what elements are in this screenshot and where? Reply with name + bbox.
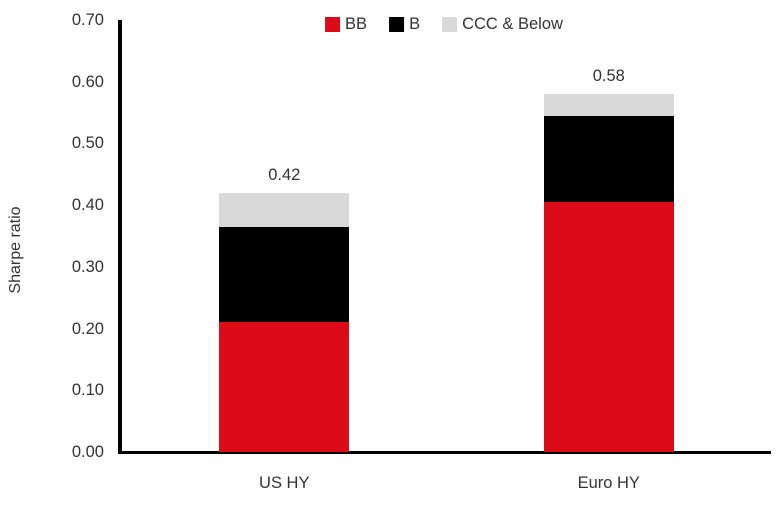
y-tick-label-0.00: 0.00 — [71, 443, 104, 461]
bar-segment-euro-hy-ccc-below — [543, 94, 674, 116]
y-tick-label-0.70: 0.70 — [71, 11, 104, 29]
x-axis-line — [118, 451, 771, 454]
y-tick-label-0.10: 0.10 — [71, 381, 104, 400]
chart-legend: BB B CCC & Below — [325, 15, 563, 34]
legend-label-b: B — [409, 15, 421, 33]
y-tick-label-0.30: 0.30 — [71, 257, 104, 276]
bar-segment-us-hy-bb — [219, 322, 350, 452]
bar-segment-euro-hy-b — [543, 115, 674, 203]
legend-entry-ccc-below: CCC & Below — [442, 15, 563, 34]
legend-entry-b: B — [389, 15, 420, 34]
bar-segment-euro-hy-bb — [543, 202, 674, 452]
legend-label-ccc-below: CCC & Below — [462, 15, 563, 33]
y-tick-label-0.50: 0.50 — [71, 134, 104, 153]
y-tick-label-0.20: 0.20 — [71, 319, 104, 338]
y-tick-label-0.60: 0.60 — [71, 72, 104, 91]
total-label-euro-hy: 0.58 — [592, 67, 625, 86]
legend-swatch-icon-bb — [325, 17, 341, 32]
bar-segment-us-hy-b — [219, 226, 350, 323]
category-label-euro-hy: Euro HY — [577, 474, 640, 492]
y-axis-line — [118, 20, 122, 454]
legend-entry-bb: BB — [325, 15, 367, 34]
bar-segment-us-hy-ccc-below — [219, 192, 350, 227]
category-label-us-hy: US HY — [259, 474, 310, 492]
y-axis-title: Sharpe ratio — [7, 206, 24, 294]
total-label-us-hy: 0.42 — [268, 165, 301, 184]
y-tick-label-0.40: 0.40 — [71, 196, 104, 215]
legend-label-bb: BB — [345, 15, 368, 33]
legend-swatch-icon-ccc-below — [442, 17, 458, 32]
legend-swatch-icon-b — [389, 17, 405, 32]
